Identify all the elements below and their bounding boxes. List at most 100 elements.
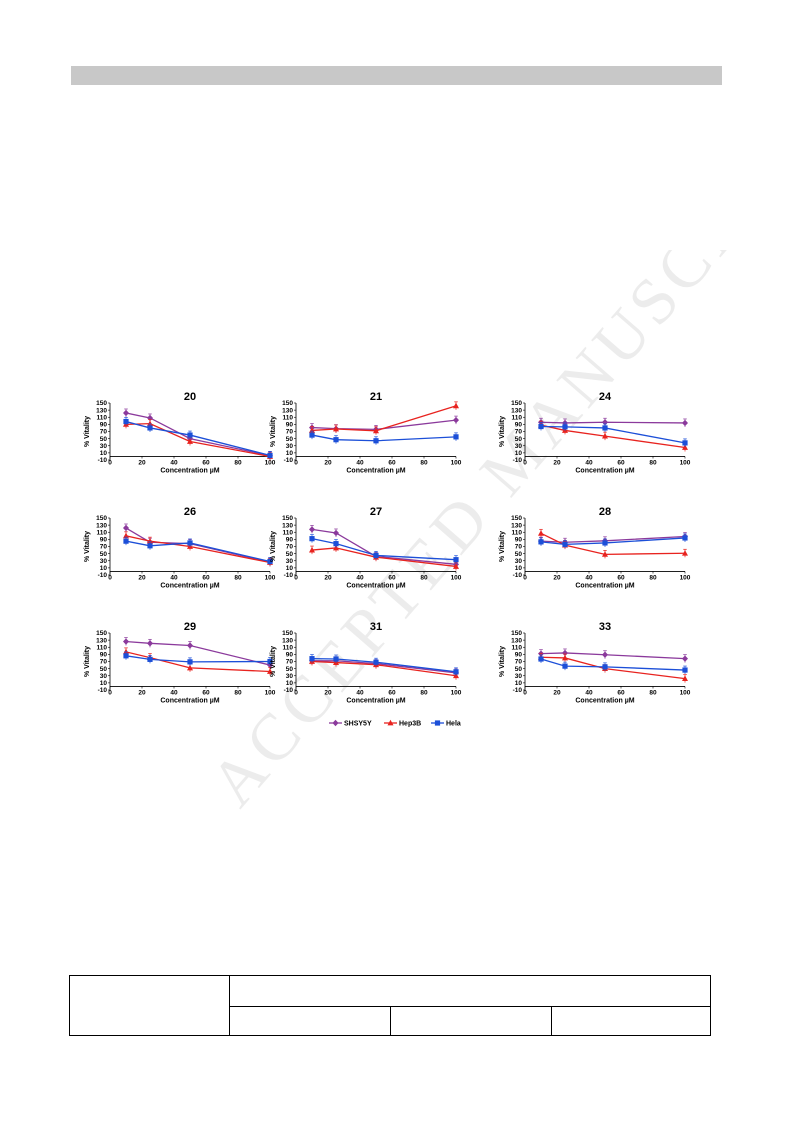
data-point-hep3b — [309, 427, 315, 433]
y-tick-label: 130 — [282, 637, 293, 644]
y-tick-label: 150 — [511, 630, 522, 637]
series-line-hep3b — [311, 405, 457, 432]
x-tick-label: 80 — [649, 459, 657, 466]
data-point-hela — [453, 434, 459, 440]
y-axis-label: % Vitality — [499, 416, 506, 447]
y-tick-label: 70 — [286, 429, 294, 436]
data-point-hela — [373, 552, 379, 559]
x-tick-label: 0 — [294, 574, 298, 581]
data-point-hela — [602, 425, 608, 431]
y-tick-label: 50 — [515, 436, 523, 443]
x-axis-label: Concentration µM — [346, 467, 405, 474]
table-cell — [229, 1006, 391, 1036]
data-point-hela — [309, 432, 315, 438]
x-tick-label: 80 — [420, 689, 428, 696]
data-point-hep3b — [453, 402, 459, 409]
series-line-shsy5y — [311, 419, 457, 431]
series-line-hep3b — [125, 423, 271, 458]
x-tick-label: 0 — [523, 689, 527, 696]
x-tick-label: 20 — [138, 459, 146, 466]
y-tick-label: 50 — [286, 551, 294, 558]
x-axis-label: Concentration µM — [575, 697, 634, 704]
data-point-shsy5y — [123, 409, 129, 417]
data-point-shsy5y — [682, 419, 688, 427]
x-tick-label: 80 — [420, 574, 428, 581]
y-tick-label: 110 — [512, 644, 523, 651]
y-axis-label: % Vitality — [84, 416, 91, 447]
y-tick-label: 90 — [286, 422, 294, 429]
data-point-shsy5y — [562, 649, 568, 657]
data-point-shsy5y — [147, 640, 153, 647]
y-tick-label: 110 — [97, 644, 108, 651]
data-point-hela — [562, 663, 568, 669]
y-tick-label: 10 — [100, 565, 108, 572]
data-point-hep3b — [187, 438, 193, 444]
data-point-hep3b — [682, 550, 688, 556]
table-cell — [229, 975, 711, 1007]
header-bar — [71, 66, 722, 85]
y-tick-label: 150 — [96, 630, 107, 637]
data-point-shsy5y — [602, 651, 608, 658]
y-axis-label: % Vitality — [84, 531, 91, 562]
y-axis-label: % Vitality — [270, 531, 277, 562]
data-point-hela — [267, 452, 273, 458]
legend-marker-shsy5y — [332, 719, 339, 727]
data-point-hep3b — [562, 654, 568, 661]
y-tick-label: 130 — [96, 522, 107, 529]
y-axis-label: % Vitality — [499, 531, 506, 562]
series-line-shsy5y — [540, 535, 686, 543]
y-tick-label: 70 — [286, 659, 294, 666]
series-line-hep3b — [311, 660, 457, 677]
table-cell — [551, 1006, 711, 1036]
y-tick-label: -10 — [513, 572, 523, 579]
x-tick-label: 80 — [234, 574, 242, 581]
series-line-shsy5y — [125, 640, 271, 666]
y-tick-label: 50 — [515, 666, 523, 673]
x-tick-label: 60 — [202, 459, 210, 466]
y-tick-label: 10 — [515, 680, 523, 687]
data-point-hela — [453, 557, 459, 563]
bottom-table — [69, 975, 711, 1036]
y-tick-label: -10 — [98, 687, 108, 694]
x-tick-label: 40 — [170, 689, 178, 696]
data-point-hep3b — [682, 675, 688, 681]
x-tick-label: 40 — [170, 574, 178, 581]
y-tick-label: 30 — [286, 443, 294, 450]
y-tick-label: 150 — [511, 400, 522, 407]
y-tick-label: 130 — [511, 407, 522, 414]
y-tick-label: 50 — [286, 436, 294, 443]
x-tick-label: 100 — [680, 574, 691, 581]
x-tick-label: 60 — [617, 459, 625, 466]
data-point-shsy5y — [682, 655, 688, 662]
y-tick-label: 110 — [97, 529, 108, 536]
y-tick-label: 10 — [515, 450, 523, 457]
data-point-shsy5y — [187, 642, 193, 649]
y-tick-label: 50 — [100, 436, 108, 443]
data-point-hela — [373, 659, 379, 665]
x-tick-label: 40 — [356, 574, 364, 581]
y-tick-label: -10 — [98, 572, 108, 579]
series-line-shsy5y — [311, 528, 457, 565]
y-tick-label: 30 — [100, 673, 108, 680]
legend-label-hep3b: Hep3B — [399, 721, 421, 728]
series-line-hep3b — [125, 535, 271, 564]
panel-title: 31 — [370, 621, 382, 633]
y-tick-label: -10 — [284, 457, 294, 464]
y-tick-label: 70 — [100, 659, 108, 666]
data-point-hela — [309, 656, 315, 662]
data-point-hela — [562, 424, 568, 430]
y-tick-label: -10 — [284, 572, 294, 579]
y-tick-label: 70 — [286, 544, 294, 551]
y-tick-label: 50 — [100, 666, 108, 673]
series-line-shsy5y — [125, 527, 271, 563]
y-tick-label: 130 — [96, 407, 107, 414]
x-tick-label: 40 — [170, 459, 178, 466]
data-point-hela — [147, 543, 153, 549]
series-line-hela — [311, 538, 457, 561]
y-tick-label: 150 — [282, 515, 293, 522]
legend: SHSY5Y Hep3B Hela — [329, 719, 461, 728]
